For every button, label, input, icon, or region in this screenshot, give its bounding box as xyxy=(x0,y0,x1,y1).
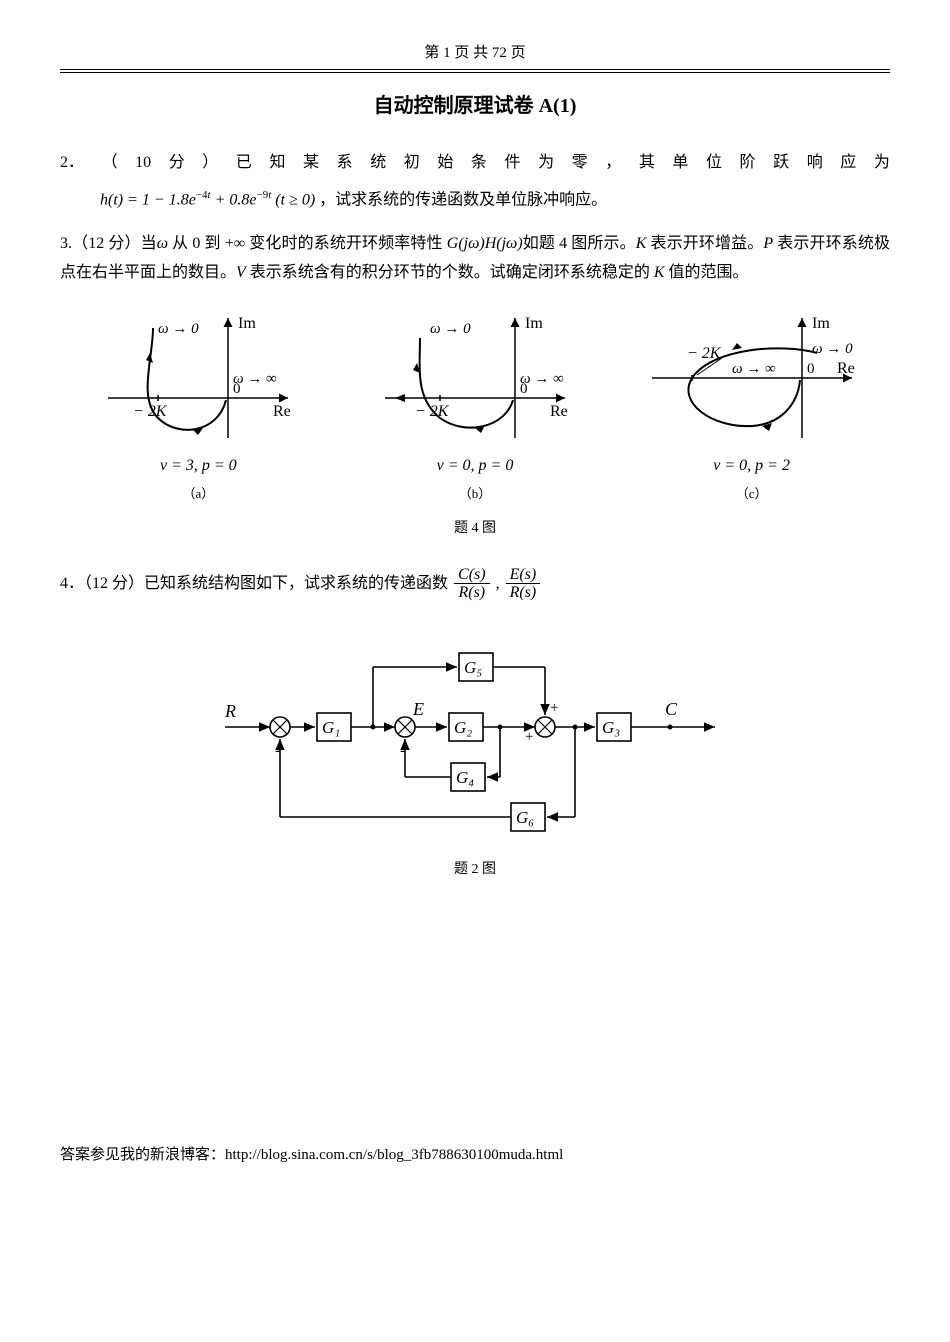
label-G2: G₂ xyxy=(454,718,472,737)
q4-text: 4．（12 分）已知系统结构图如下，试求系统的传递函数 xyxy=(60,575,452,592)
footer-link: 答案参见我的新浪博客：http://blog.sina.com.cn/s/blo… xyxy=(60,1142,890,1169)
sublabel-c: （c） xyxy=(632,482,872,505)
q3-K2: K xyxy=(654,264,665,281)
q3-omega: ω xyxy=(157,235,168,252)
caption-b: v = 0, p = 0 xyxy=(355,452,595,481)
q3-l2c: 表示系统含有的积分环节的个数。试确 xyxy=(246,264,522,281)
label-G3: G₃ xyxy=(602,718,620,737)
q3-K: K xyxy=(636,235,647,252)
q2-tail: ，试求系统的传递函数及单位脉冲响应。 xyxy=(319,191,607,208)
label-E: E xyxy=(412,699,424,719)
frac-ER-num: E(s) xyxy=(506,566,541,585)
label-G5: G₅ xyxy=(464,658,482,677)
frac-CR-num: C(s) xyxy=(454,566,490,585)
q3-l1c: 如题 4 图所示。 xyxy=(523,235,636,252)
svg-text:0: 0 xyxy=(807,361,815,377)
re-label: Re xyxy=(273,403,291,420)
svg-text:Im: Im xyxy=(812,315,830,332)
svg-text:ω → 0: ω → 0 xyxy=(812,341,853,357)
svg-text:− 2K: − 2K xyxy=(687,345,722,362)
q3-P: P xyxy=(763,235,773,252)
q3-l1d: 表示开 xyxy=(646,235,698,252)
q2-formula: h(t) = 1 − 1.8e−4t + 0.8e−9t (t ≥ 0) ，试求… xyxy=(100,186,890,215)
q3-V: V xyxy=(236,264,246,281)
svg-text:− 2K: − 2K xyxy=(415,403,450,420)
nyquist-b: Im Re 0 ω → 0 ω → ∞ − 2K v = 0, p = 0 （b… xyxy=(355,308,595,506)
block-diagram: R - G₁ - E G₂ + + G₃ C G₅ G₄ xyxy=(195,617,755,847)
caption-c: v = 0, p = 2 xyxy=(632,452,872,481)
sublabel-a: （a） xyxy=(78,482,318,505)
q3-GH: G(jω)H(jω) xyxy=(447,235,523,252)
frac-CR-den: R(s) xyxy=(454,584,490,602)
frac-ER-den: R(s) xyxy=(506,584,541,602)
svg-text:ω → 0: ω → 0 xyxy=(430,321,471,337)
fig2-label: 题 2 图 xyxy=(60,857,890,882)
q2-spread-line: 2．（10分）已知某系统初始条件为零，其单位阶跃响应为 xyxy=(60,149,890,178)
question-4: 4．（12 分）已知系统结构图如下，试求系统的传递函数 C(s) R(s) , … xyxy=(60,566,890,602)
label-G6: G₆ xyxy=(516,808,534,827)
im-label: Im xyxy=(238,315,256,332)
svg-text:ω → ∞: ω → ∞ xyxy=(520,371,564,387)
label-G4: G₄ xyxy=(456,768,474,787)
neg2K-a: − 2K xyxy=(133,403,168,420)
svg-text:Re: Re xyxy=(837,360,855,377)
frac-ER: E(s) R(s) xyxy=(506,566,541,602)
q3-l1b: 从 0 到 +∞ 变化时的系统开环频率特性 xyxy=(168,235,447,252)
label-C: C xyxy=(665,699,678,719)
omegainf-a: ω → ∞ xyxy=(233,371,277,387)
page-header: 第 1 页 共 72 页 xyxy=(60,40,890,70)
page-title: 自动控制原理试卷 A(1) xyxy=(60,88,890,124)
nyquist-c: Im Re 0 ω → 0 ω → ∞ − 2K v = 0, p = 2 （c… xyxy=(632,308,872,506)
question-2: 2．（10分）已知某系统初始条件为零，其单位阶跃响应为 h(t) = 1 − 1… xyxy=(60,149,890,215)
caption-a: v = 3, p = 0 xyxy=(78,452,318,481)
q3-l3b: 值的范围。 xyxy=(665,264,749,281)
q3-l1a: 3.（12 分）当 xyxy=(60,235,157,252)
sublabel-b: （b） xyxy=(355,482,595,505)
q4-comma: , xyxy=(496,575,500,592)
q3-l2a: 环增益。 xyxy=(699,235,763,252)
svg-text:Im: Im xyxy=(525,315,543,332)
frac-CR: C(s) R(s) xyxy=(454,566,490,602)
nyquist-a: Im Re 0 ω → 0 ω → ∞ − 2K v = 3, p = 0 （a… xyxy=(78,308,318,506)
label-G1: G₁ xyxy=(322,718,340,737)
question-3: 3.（12 分）当ω 从 0 到 +∞ 变化时的系统开环频率特性 G(jω)H(… xyxy=(60,230,890,288)
header-underline xyxy=(60,72,890,73)
plus-b: + xyxy=(525,729,533,745)
fig4-label: 题 4 图 xyxy=(60,516,890,541)
nyquist-row: Im Re 0 ω → 0 ω → ∞ − 2K v = 3, p = 0 （a… xyxy=(60,308,890,506)
q3-l3a: 定闭环系统稳定的 xyxy=(522,264,654,281)
svg-text:Re: Re xyxy=(550,403,568,420)
omega0-a: ω → 0 xyxy=(158,321,199,337)
svg-text:ω → ∞: ω → ∞ xyxy=(732,361,776,377)
plus-t: + xyxy=(550,700,558,716)
label-R: R xyxy=(224,701,236,721)
